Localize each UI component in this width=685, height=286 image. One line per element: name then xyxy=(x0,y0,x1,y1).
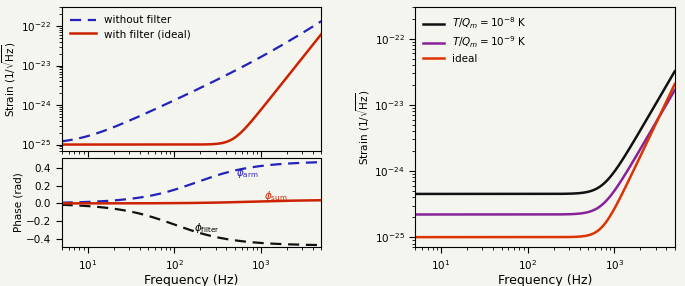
X-axis label: Frequency (Hz): Frequency (Hz) xyxy=(145,274,239,286)
Text: $\phi_{\rm sum}$: $\phi_{\rm sum}$ xyxy=(264,188,288,202)
Text: $\phi_{\rm filter}$: $\phi_{\rm filter}$ xyxy=(195,221,220,235)
Legend: without filter, with filter (ideal): without filter, with filter (ideal) xyxy=(67,12,195,42)
Y-axis label: Strain $(1/\sqrt{\mathrm{Hz}})$: Strain $(1/\sqrt{\mathrm{Hz}})$ xyxy=(1,41,18,117)
Legend: $T/Q_m = 10^{-8}$ K, $T/Q_m = 10^{-9}$ K, ideal: $T/Q_m = 10^{-8}$ K, $T/Q_m = 10^{-9}$ K… xyxy=(420,12,530,67)
Text: $\phi_{\rm arm}$: $\phi_{\rm arm}$ xyxy=(236,166,259,180)
Y-axis label: Phase (rad): Phase (rad) xyxy=(13,173,23,233)
Y-axis label: Strain $(1/\sqrt{\mathrm{Hz}})$: Strain $(1/\sqrt{\mathrm{Hz}})$ xyxy=(354,90,371,165)
X-axis label: Frequency (Hz): Frequency (Hz) xyxy=(497,274,592,286)
